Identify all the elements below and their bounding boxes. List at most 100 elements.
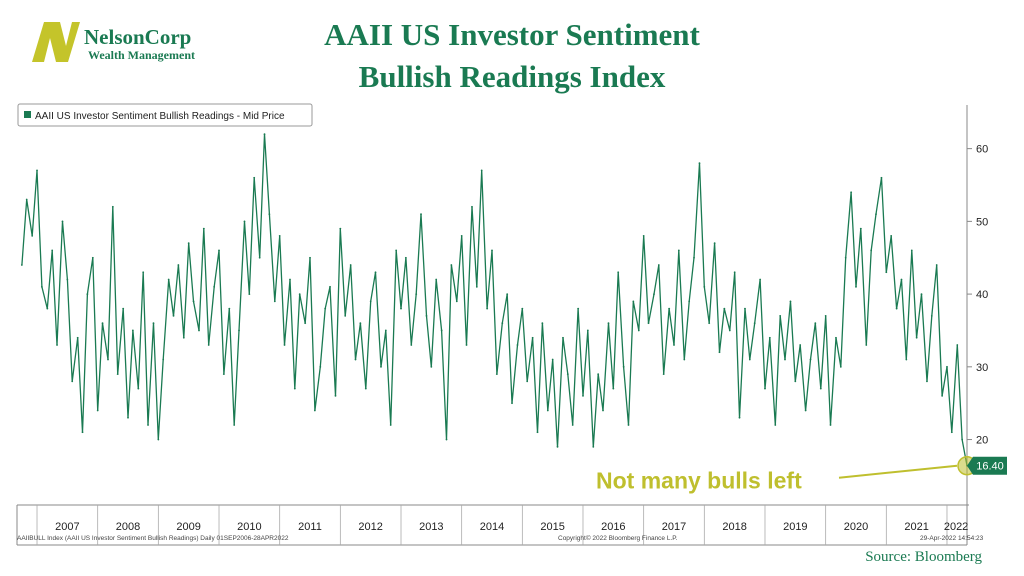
data-point xyxy=(81,431,84,434)
x-tick-label: 2017 xyxy=(662,521,686,533)
data-point xyxy=(759,278,762,281)
data-point xyxy=(910,249,913,252)
chart-title-line-2: Bullish Readings Index xyxy=(358,59,666,94)
data-point xyxy=(774,424,777,426)
data-point xyxy=(289,278,291,281)
data-point xyxy=(693,256,695,259)
data-point xyxy=(779,315,782,317)
data-point xyxy=(829,424,832,426)
y-tick-label: 60 xyxy=(976,144,988,156)
data-point xyxy=(430,365,433,368)
data-point xyxy=(870,249,873,252)
data-point xyxy=(25,198,28,201)
data-point xyxy=(789,300,792,303)
data-point xyxy=(744,307,746,310)
data-point xyxy=(531,336,534,339)
data-point xyxy=(233,424,236,426)
legend-swatch xyxy=(24,111,31,118)
y-tick-label: 20 xyxy=(976,435,988,447)
data-point xyxy=(753,322,756,325)
data-point xyxy=(480,169,483,172)
data-point xyxy=(177,264,180,266)
data-point xyxy=(157,438,160,441)
data-point xyxy=(400,307,402,310)
x-tick-label: 2018 xyxy=(722,521,746,533)
data-point xyxy=(213,285,216,288)
data-point xyxy=(101,322,104,325)
data-point xyxy=(839,365,842,368)
data-point xyxy=(794,380,797,383)
data-point xyxy=(865,344,868,346)
data-point xyxy=(956,344,959,346)
x-tick-label: 2021 xyxy=(904,521,928,533)
last-value-tag-bg xyxy=(967,456,1007,475)
data-point xyxy=(768,336,771,339)
data-point xyxy=(642,235,645,237)
data-point xyxy=(668,307,671,310)
footer-copyright: Copyright© 2022 Bloomberg Finance L.P. xyxy=(558,535,678,542)
data-point xyxy=(61,220,64,223)
data-point xyxy=(253,176,256,179)
data-point xyxy=(586,329,589,332)
data-point xyxy=(238,329,240,332)
series-line xyxy=(21,133,968,466)
data-point xyxy=(835,336,837,339)
data-point xyxy=(420,213,422,215)
annotation-arrow-line xyxy=(838,464,958,479)
data-point xyxy=(475,285,478,288)
logo-n-mark xyxy=(32,22,80,62)
data-point xyxy=(107,358,109,361)
data-point xyxy=(359,322,362,325)
x-tick-label: 2014 xyxy=(480,521,504,533)
data-point xyxy=(855,285,857,288)
data-point xyxy=(814,322,817,325)
data-point xyxy=(486,307,489,310)
y-tick-label: 30 xyxy=(976,362,988,374)
line-chart: 20 30 40 50 60 2007 2008 2009 2010 2011 2012 2013 20… xyxy=(16,103,1007,546)
data-point xyxy=(313,409,316,412)
data-point xyxy=(324,307,327,310)
data-point xyxy=(142,271,145,274)
data-point xyxy=(111,205,114,208)
data-point xyxy=(415,293,418,295)
data-point xyxy=(612,387,615,390)
data-point xyxy=(673,344,675,346)
annotation-text: Not many bulls left xyxy=(596,468,802,494)
data-point xyxy=(450,264,453,266)
last-value-label: 16.40 xyxy=(976,461,1004,473)
data-point xyxy=(885,271,888,274)
footer-index-description: AAIIBULL Index (AAII US Investor Sentime… xyxy=(17,535,289,542)
data-point xyxy=(410,344,413,346)
data-point xyxy=(627,424,630,426)
data-point xyxy=(541,322,544,325)
data-point xyxy=(662,373,665,375)
data-point xyxy=(597,373,600,375)
data-point xyxy=(131,329,134,332)
data-point xyxy=(198,329,200,332)
data-point xyxy=(930,315,933,317)
data-point xyxy=(460,235,463,237)
data-point xyxy=(526,380,529,383)
data-point xyxy=(96,409,99,412)
x-tick-label: 2010 xyxy=(237,521,261,533)
data-point xyxy=(192,300,195,303)
x-tick-label: 2016 xyxy=(601,521,625,533)
data-point xyxy=(728,329,731,332)
data-point xyxy=(501,322,504,325)
x-tick-label: 2008 xyxy=(116,521,140,533)
data-point xyxy=(248,293,251,295)
data-point xyxy=(207,344,210,346)
data-point xyxy=(66,278,69,281)
data-point xyxy=(202,227,205,230)
data-point xyxy=(283,344,286,346)
data-point xyxy=(632,300,635,303)
data-point xyxy=(804,409,807,412)
data-point xyxy=(425,315,428,317)
data-point xyxy=(71,380,74,383)
data-point xyxy=(172,315,175,317)
y-tick-label: 40 xyxy=(976,289,988,301)
data-point xyxy=(890,235,893,237)
data-point xyxy=(182,336,185,339)
data-point xyxy=(309,256,311,259)
last-value-tag: 16.40 xyxy=(967,456,1007,475)
